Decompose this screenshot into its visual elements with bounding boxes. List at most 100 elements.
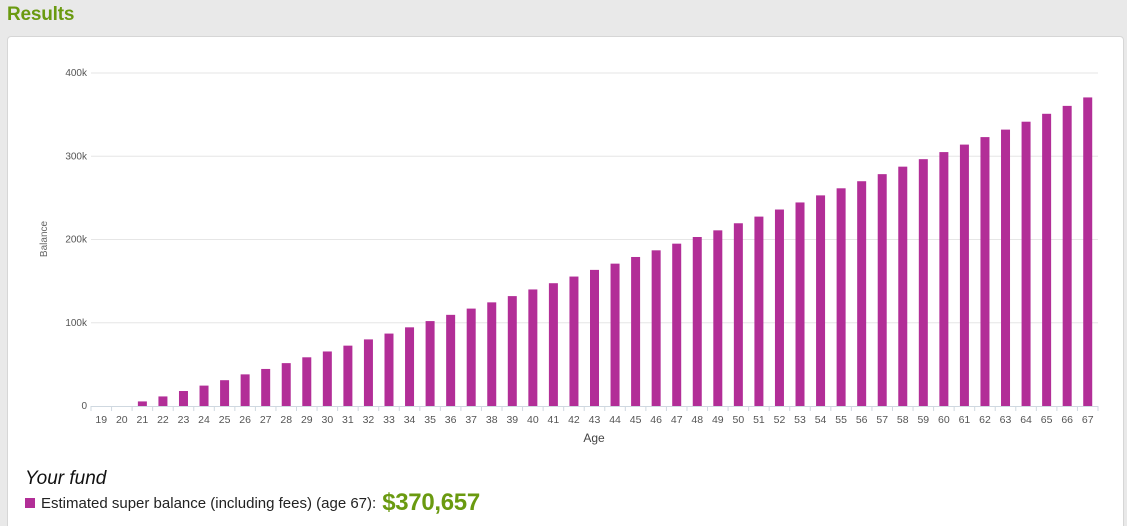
x-tick-label: 58 [897, 414, 909, 426]
bar-age-37 [466, 308, 476, 406]
bar-age-29 [302, 357, 312, 406]
x-tick-label: 41 [548, 414, 560, 426]
bar-age-22 [158, 396, 168, 406]
bar-age-44 [610, 263, 620, 406]
balance-chart: 0 100k 200k 300k 400k 19 20 21 22 23 24 25 26 27 28 29… [39, 68, 1099, 445]
x-tick-label: 50 [733, 414, 745, 426]
bar-age-54 [816, 195, 826, 406]
x-tick-label: 40 [527, 414, 539, 426]
bar-age-21 [137, 401, 147, 406]
bar-age-25 [220, 380, 230, 406]
bar-age-67 [1083, 97, 1093, 407]
x-tick-label: 36 [445, 414, 457, 426]
x-tick-label: 30 [321, 414, 333, 426]
x-tick-label: 37 [465, 414, 477, 426]
x-tick-label: 26 [239, 414, 251, 426]
x-tick-label: 20 [116, 414, 128, 426]
x-tick-label: 59 [917, 414, 929, 426]
bar-age-62 [980, 137, 990, 406]
x-tick-label: 19 [95, 414, 107, 426]
x-tick-label: 44 [609, 414, 621, 426]
y-tick-label: 0 [81, 401, 87, 412]
bar-age-33 [384, 333, 394, 406]
x-axis: 19 20 21 22 23 24 25 26 27 28 29 30 31 32 33 34 35 36 37 38… [90, 406, 1099, 426]
bar-age-58 [898, 166, 908, 406]
x-tick-label: 62 [979, 414, 991, 426]
y-axis-title: Balance [39, 220, 50, 257]
x-tick-label: 57 [876, 414, 888, 426]
bar-age-59 [918, 159, 928, 406]
y-tick-label: 100k [65, 318, 88, 329]
bar-age-26 [240, 374, 250, 406]
y-tick-label: 300k [65, 151, 88, 162]
x-tick-label: 47 [671, 414, 683, 426]
results-title: Results [7, 4, 75, 25]
x-tick-label: 46 [650, 414, 662, 426]
bar-age-57 [877, 174, 887, 406]
results-panel: 0 100k 200k 300k 400k 19 20 21 22 23 24 25 26 27 28 29… [7, 36, 1124, 526]
your-fund-heading: Your fund [25, 468, 107, 489]
x-tick-label: 67 [1082, 414, 1094, 426]
x-tick-label: 38 [486, 414, 498, 426]
x-tick-label: 49 [712, 414, 724, 426]
x-tick-label: 29 [301, 414, 313, 426]
x-tick-label: 28 [280, 414, 292, 426]
bar-age-40 [528, 289, 538, 406]
bar-age-64 [1021, 121, 1031, 407]
bar-age-28 [281, 363, 291, 406]
x-tick-label: 23 [178, 414, 190, 426]
x-tick-label: 55 [835, 414, 847, 426]
bar-age-35 [425, 321, 435, 406]
x-tick-label: 39 [506, 414, 518, 426]
x-tick-label: 52 [774, 414, 786, 426]
x-tick-label: 35 [424, 414, 436, 426]
bar-age-39 [507, 296, 517, 406]
bar-age-46 [651, 250, 661, 406]
x-tick-label: 27 [260, 414, 272, 426]
x-tick-label: 60 [938, 414, 950, 426]
bar-age-50 [733, 223, 743, 406]
x-tick-label: 51 [753, 414, 765, 426]
bar-age-60 [939, 152, 949, 406]
bar-age-23 [178, 391, 188, 406]
x-tick-label: 65 [1041, 414, 1053, 426]
bar-age-27 [261, 368, 271, 406]
bar-age-65 [1042, 113, 1052, 406]
bar-age-36 [446, 314, 456, 406]
bar-age-31 [343, 345, 353, 406]
bar-age-34 [405, 327, 415, 406]
bar-age-52 [774, 209, 784, 406]
x-tick-label: 63 [1000, 414, 1012, 426]
legend-label: Estimated super balance (including fees)… [41, 494, 377, 512]
x-tick-label: 22 [157, 414, 169, 426]
x-tick-label: 54 [815, 414, 827, 426]
x-tick-label: 21 [137, 414, 149, 426]
balance-legend: Estimated super balance (including fees)… [25, 489, 480, 517]
legend-swatch [25, 498, 35, 508]
x-tick-label: 45 [630, 414, 642, 426]
bar-age-51 [754, 216, 764, 406]
bar-age-30 [322, 351, 332, 406]
bar-age-66 [1062, 105, 1072, 406]
bar-age-38 [487, 302, 497, 406]
bar-age-24 [199, 385, 209, 406]
bar-age-45 [631, 256, 641, 406]
x-tick-label: 42 [568, 414, 580, 426]
x-tick-label: 31 [342, 414, 354, 426]
x-tick-label: 32 [363, 414, 375, 426]
x-tick-label: 64 [1020, 414, 1032, 426]
bar-age-63 [1001, 129, 1011, 407]
x-tick-label: 53 [794, 414, 806, 426]
y-tick-labels: 0 100k 200k 300k 400k [65, 68, 88, 412]
bars [137, 97, 1093, 407]
bar-age-48 [692, 237, 702, 406]
x-tick-label: 48 [691, 414, 703, 426]
bar-age-47 [672, 243, 682, 406]
x-axis-title: Age [583, 431, 605, 445]
y-tick-label: 400k [65, 68, 88, 79]
bar-age-56 [857, 181, 867, 406]
x-tick-label: 43 [589, 414, 601, 426]
x-tick-label: 56 [856, 414, 868, 426]
x-tick-label: 61 [959, 414, 971, 426]
